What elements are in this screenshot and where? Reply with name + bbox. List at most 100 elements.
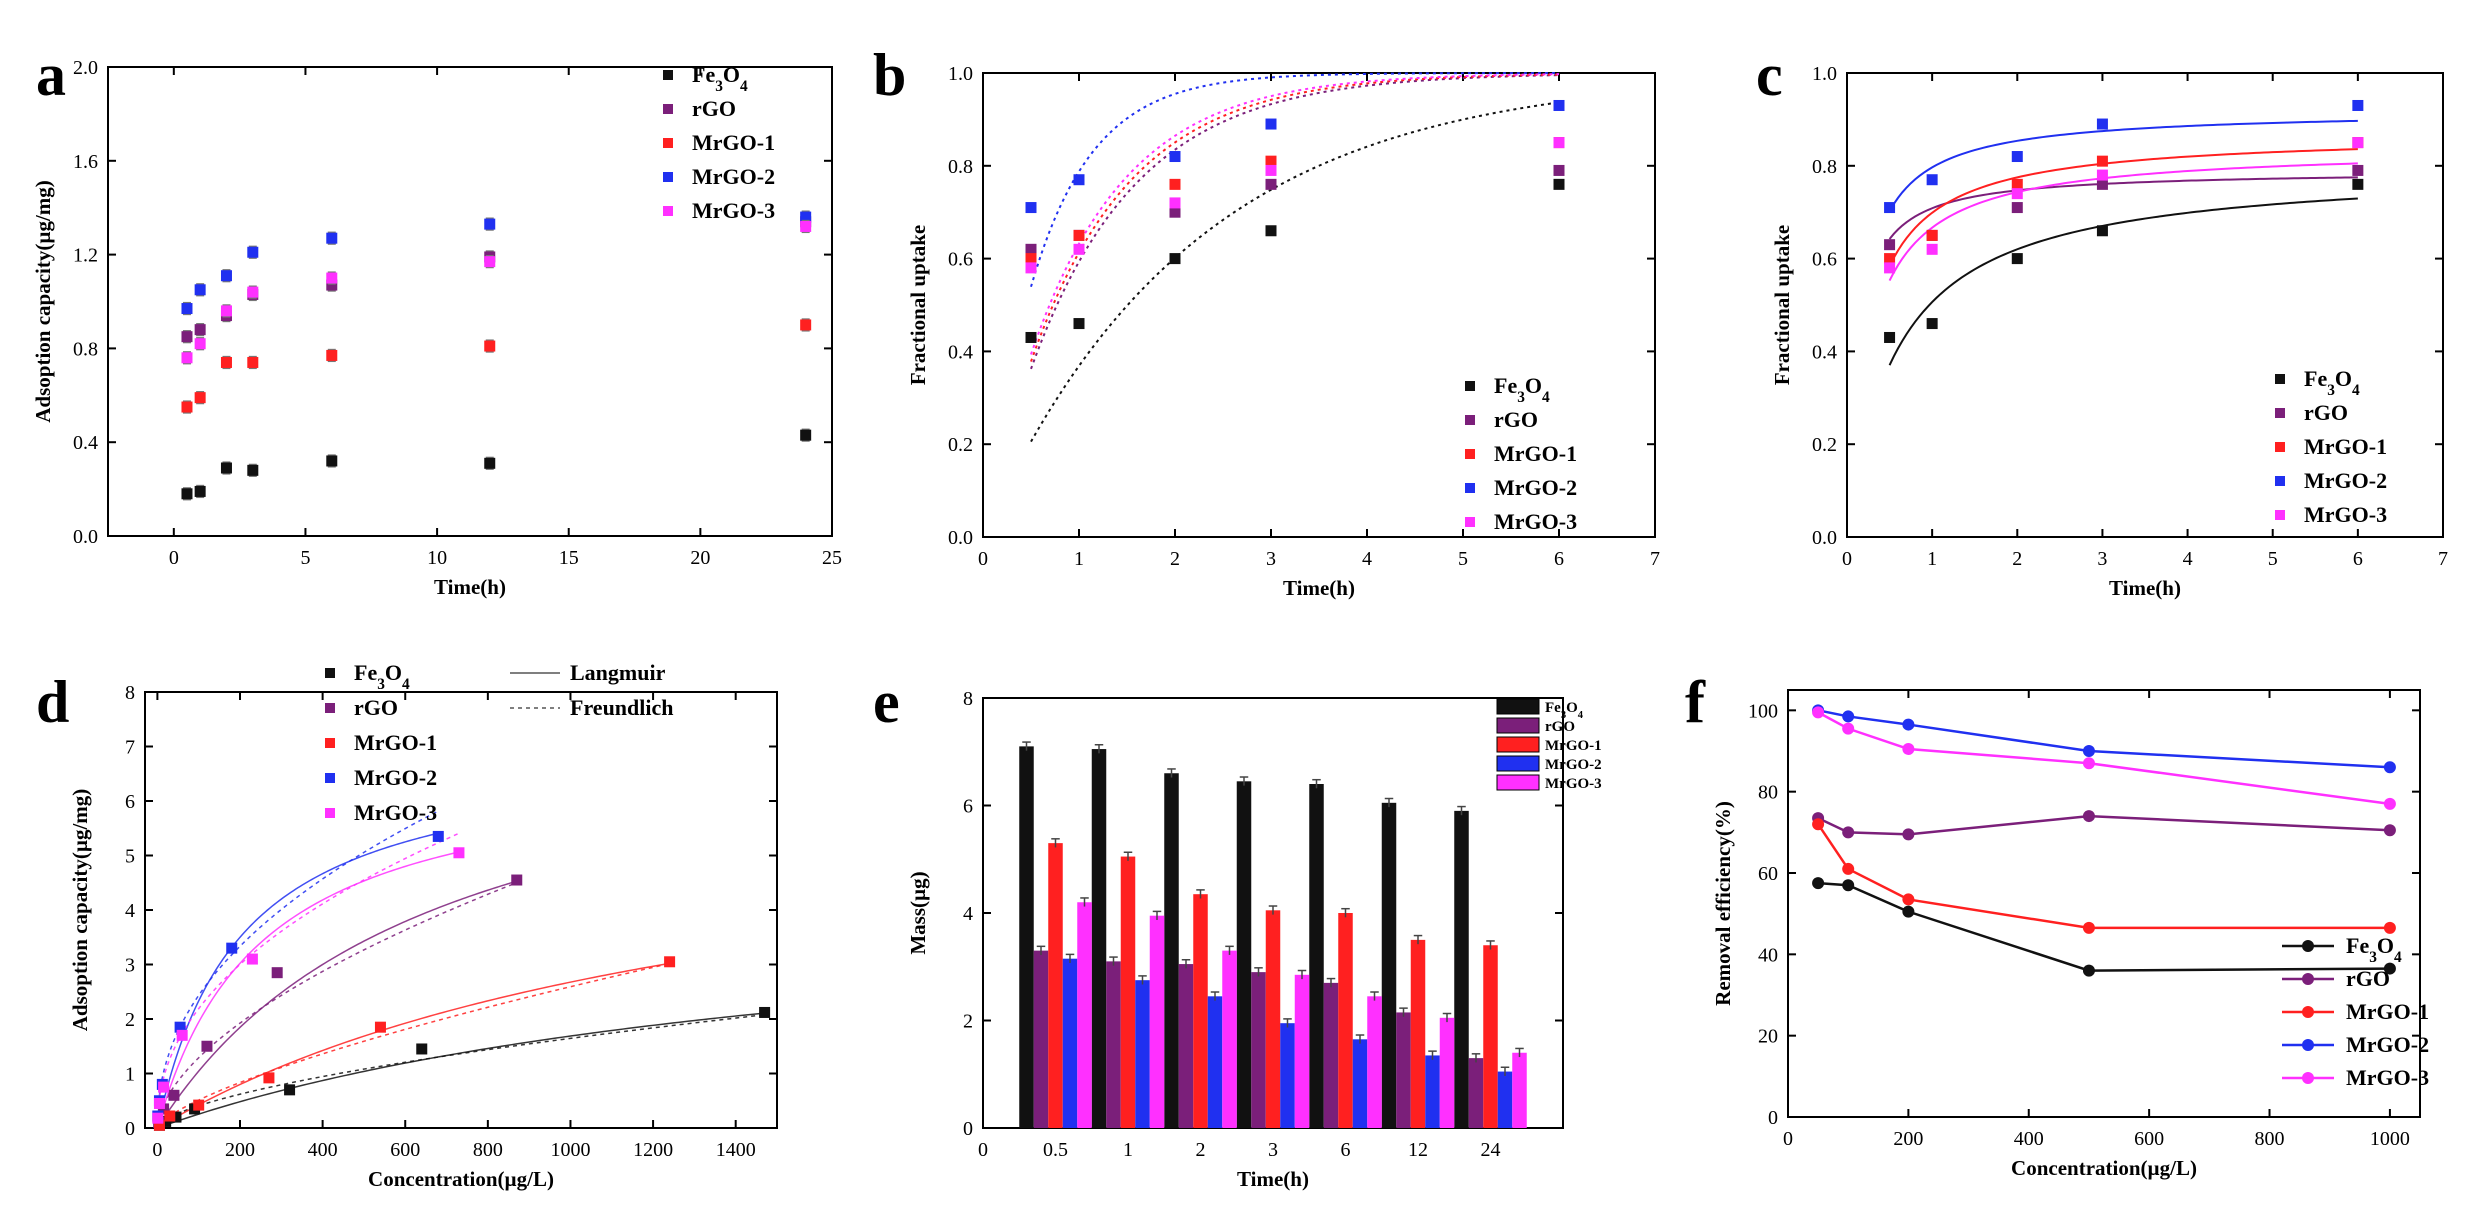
y-tick-label: 0.4	[948, 341, 973, 363]
y-tick-label: 0.4	[1812, 341, 1837, 363]
x-tick-label: 25	[822, 547, 842, 569]
data-point	[181, 303, 193, 315]
y-tick-label: 5	[125, 846, 135, 868]
data-point	[220, 356, 232, 368]
data-point	[2096, 225, 2108, 237]
data-point	[2011, 253, 2023, 265]
x-axis-title: Time(h)	[2109, 576, 2181, 600]
y-tick-label: 0.8	[73, 338, 98, 360]
x-tick-label: 2	[1196, 1139, 1206, 1161]
legend-label: MrGO-2	[1494, 475, 1577, 500]
x-tick-label: 1200	[633, 1139, 673, 1161]
plot-frame	[1787, 689, 2421, 1118]
legend-swatch	[1496, 717, 1540, 734]
data-point	[511, 874, 523, 886]
data-point	[800, 319, 812, 331]
data-point	[1884, 253, 1896, 265]
data-point	[1902, 905, 1915, 918]
y-tick-label: 6	[125, 791, 135, 813]
data-point	[484, 256, 496, 268]
x-tick-label: 200	[1893, 1128, 1923, 1150]
y-tick-label: 7	[125, 737, 135, 759]
data-point	[2096, 178, 2108, 190]
data-point	[1553, 178, 1565, 190]
data-point	[2383, 824, 2396, 837]
legend-label: Fe3O4	[692, 62, 748, 95]
data-point	[2383, 761, 2396, 774]
legend-swatch	[1496, 736, 1540, 753]
data-point	[1265, 178, 1277, 190]
data-point	[1902, 828, 1915, 841]
data-point	[1073, 229, 1085, 241]
data-point	[153, 1119, 165, 1131]
bar	[1468, 1058, 1484, 1128]
data-point	[152, 1112, 164, 1124]
data-point	[263, 1072, 275, 1084]
data-point	[164, 1110, 176, 1122]
legend-label: MrGO-2	[354, 765, 437, 790]
data-point	[194, 485, 206, 497]
data-point	[2096, 155, 2108, 167]
x-tick-label: 1	[1927, 548, 1937, 570]
data-point	[1073, 174, 1085, 186]
legend-label: MrGO-3	[1545, 776, 1602, 792]
y-axis-title: Adsoption capacity(µg/mg)	[31, 180, 55, 423]
legend-marker	[2275, 374, 2285, 384]
legend-swatch	[1496, 774, 1540, 791]
legend-label-langmuir: Langmuir	[570, 660, 666, 685]
data-point	[1169, 151, 1181, 163]
data-point	[1902, 742, 1915, 755]
data-point	[1073, 243, 1085, 255]
data-point	[484, 218, 496, 230]
x-tick-label: 5	[2268, 548, 2278, 570]
data-point	[326, 232, 338, 244]
legend-marker	[663, 172, 673, 182]
data-point	[2096, 169, 2108, 181]
bar	[1164, 773, 1179, 1128]
panel-d: 0 1 2 3 4 5 6 7 8 0 200 400 600 800 1000 1200 1400 Concen…	[36, 660, 778, 1191]
data-point	[2011, 178, 2023, 190]
legend-label: rGO	[1545, 719, 1575, 735]
y-tick-label: 1.6	[73, 151, 98, 173]
x-tick-label: 0	[1842, 548, 1852, 570]
bar	[1352, 1039, 1368, 1128]
legend-label-freundlich: Freundlich	[570, 695, 674, 720]
x-tick-label: 3	[1266, 548, 1276, 570]
data-point	[153, 1097, 165, 1109]
data-point	[484, 340, 496, 352]
plot-frame	[144, 691, 778, 1129]
data-point	[1926, 174, 1938, 186]
data-point	[246, 953, 258, 965]
data-point	[194, 338, 206, 350]
data-point	[800, 220, 812, 232]
legend-label: Fe3O4	[1494, 373, 1550, 406]
y-tick-label: 2	[125, 1009, 135, 1031]
legend-marker	[2275, 442, 2285, 452]
bar	[1251, 972, 1266, 1128]
x-tick-label: 800	[473, 1139, 503, 1161]
data-point	[1553, 137, 1565, 149]
y-tick-label: 40	[1758, 944, 1778, 966]
langmuir-curve	[157, 1012, 765, 1129]
data-point	[326, 272, 338, 284]
data-point	[176, 1029, 188, 1041]
legend-label: MrGO-2	[2346, 1032, 2429, 1057]
legend-label: rGO	[692, 96, 736, 121]
legend-marker	[2275, 408, 2285, 418]
y-tick-label: 1.0	[948, 63, 973, 85]
bar	[1323, 982, 1339, 1128]
data-point	[181, 401, 193, 413]
x-axis-title: Concentration(µg/L)	[2011, 1156, 2197, 1180]
data-point	[2352, 137, 2364, 149]
bar	[1222, 950, 1237, 1128]
data-point	[1025, 253, 1037, 265]
data-point	[800, 211, 812, 223]
x-axis-title: Time(h)	[1237, 1167, 1309, 1191]
fit-curve	[1888, 148, 2358, 267]
data-point	[2011, 202, 2023, 214]
freundlich-curve	[156, 832, 460, 1129]
data-point	[193, 1099, 205, 1111]
data-point	[2096, 118, 2108, 130]
data-point	[1169, 206, 1181, 218]
fit-curve	[1888, 119, 2358, 212]
